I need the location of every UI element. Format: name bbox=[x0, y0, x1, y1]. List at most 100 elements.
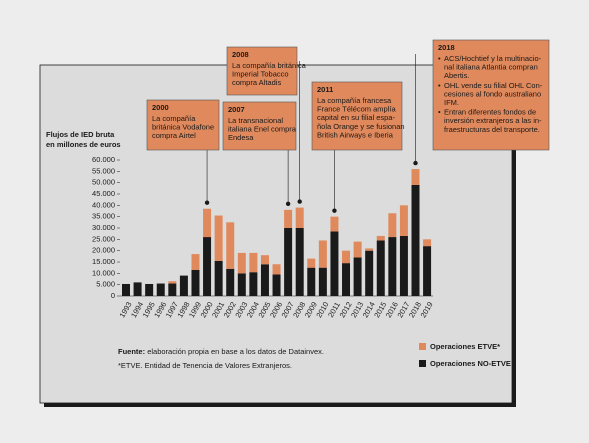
annotation-box bbox=[222, 101, 297, 151]
annotation-text: Abertis. bbox=[444, 71, 469, 80]
bar-segment bbox=[237, 273, 246, 296]
annotation-box bbox=[226, 46, 298, 96]
bullet: • bbox=[438, 54, 441, 63]
bar-segment bbox=[411, 169, 420, 185]
bar-segment bbox=[365, 248, 374, 251]
bar-segment bbox=[168, 283, 177, 296]
annotation-text: France Télécom amplía bbox=[317, 105, 396, 114]
annotation-year: 2011 bbox=[317, 85, 333, 94]
annotation-text: La transnacional bbox=[228, 116, 283, 125]
bar-segment bbox=[399, 205, 408, 236]
source-text: elaboración propia en base a los datos d… bbox=[147, 347, 324, 356]
y-tick-label: 45.000 bbox=[92, 189, 115, 198]
bar-segment bbox=[318, 240, 327, 268]
annotation-text: IFM. bbox=[444, 98, 459, 107]
bar-segment bbox=[295, 207, 304, 228]
bar-segment bbox=[179, 275, 188, 296]
legend-swatch bbox=[419, 360, 426, 367]
bar-segment bbox=[330, 216, 339, 232]
annotation-text: La compañía francesa bbox=[317, 96, 392, 105]
bar-segment bbox=[249, 272, 258, 296]
bar-segment bbox=[376, 235, 385, 241]
y-tick-label: 35.000 bbox=[92, 212, 115, 221]
annotation-box bbox=[432, 39, 550, 151]
bar-segment bbox=[191, 254, 200, 270]
annotation-box bbox=[146, 99, 220, 151]
leader-dot bbox=[332, 208, 337, 213]
annotation-text: Imperial Tobacco bbox=[232, 70, 289, 79]
annotation-text: fraestructuras del transporte. bbox=[444, 125, 540, 134]
bar-segment bbox=[226, 222, 235, 269]
bar-segment bbox=[272, 274, 281, 296]
bar-segment bbox=[284, 228, 293, 296]
bar-segment bbox=[214, 215, 223, 261]
source-label: Fuente: bbox=[118, 347, 145, 356]
y-tick-label: 0 bbox=[111, 291, 115, 300]
bar-segment bbox=[307, 267, 316, 296]
bar-segment bbox=[353, 257, 362, 296]
annotation-year: 2000 bbox=[152, 103, 169, 112]
leader-dot bbox=[413, 160, 418, 166]
leader-dot bbox=[297, 199, 302, 204]
y-tick-label: 20.000 bbox=[92, 246, 115, 255]
annotation-text: nal italiana Atlantia compran bbox=[444, 63, 538, 72]
annotation-text: inversión extranjeros a las in- bbox=[444, 116, 542, 125]
annotation-text: ñola Orange y se fusionan bbox=[317, 122, 405, 131]
bar-segment bbox=[272, 264, 281, 275]
y-tick-label: 55.000 bbox=[92, 166, 115, 175]
y-tick-label: 25.000 bbox=[92, 234, 115, 243]
legend-label: Operaciones NO-ETVE bbox=[430, 359, 511, 368]
annotation-text: ACS/Hochtief y la multinacio- bbox=[444, 54, 542, 63]
bar-segment bbox=[203, 237, 212, 296]
bar-segment bbox=[388, 237, 397, 296]
y-axis-label: Flujos de IED bruta bbox=[46, 130, 115, 139]
bar-segment bbox=[388, 213, 397, 238]
annotation-text: italiana Enel compra bbox=[228, 125, 297, 134]
bar-segment bbox=[133, 282, 142, 296]
bar-segment bbox=[203, 208, 212, 238]
leader-dot bbox=[204, 200, 210, 205]
bar-segment bbox=[307, 258, 316, 268]
annotation-text: La compañía británica bbox=[232, 61, 307, 70]
annotation-text: británica Vodafone bbox=[152, 123, 214, 132]
y-tick-label: 50.000 bbox=[92, 178, 115, 187]
legend-label: Operaciones ETVE* bbox=[430, 342, 500, 351]
bar-segment bbox=[214, 260, 223, 296]
bar-segment bbox=[260, 264, 269, 296]
y-axis-label: en millones de euros bbox=[46, 140, 121, 149]
y-tick-label: 5.000 bbox=[96, 280, 115, 289]
bar-segment bbox=[318, 267, 327, 296]
leader-dot bbox=[285, 201, 291, 207]
bar-segment bbox=[330, 231, 339, 296]
bar-segment bbox=[237, 252, 246, 274]
annotation-year: 2007 bbox=[228, 105, 245, 114]
bar-segment bbox=[226, 268, 235, 296]
footnote: *ETVE. Entidad de Tenencia de Valores Ex… bbox=[118, 361, 292, 370]
bar-segment bbox=[260, 255, 269, 265]
annotation-text: cesiones al fondo australiano bbox=[444, 89, 541, 98]
bar-segment bbox=[295, 228, 304, 296]
bar-segment bbox=[191, 269, 200, 296]
bar-segment bbox=[423, 239, 432, 247]
y-tick-label: 15.000 bbox=[92, 257, 115, 266]
y-tick-label: 40.000 bbox=[92, 200, 115, 209]
annotation-text: OHL vende su filial OHL Con- bbox=[444, 81, 543, 90]
source: Fuente: elaboración propia en base a los… bbox=[118, 347, 324, 356]
annotation-text: Entran diferentes fondos de bbox=[444, 108, 536, 117]
bar-segment bbox=[376, 240, 385, 296]
bullet: • bbox=[438, 108, 441, 117]
legend-swatch bbox=[419, 343, 426, 350]
annotation-text: British Airways e Iberia bbox=[317, 130, 394, 139]
bar-segment bbox=[399, 235, 408, 296]
y-tick-label: 30.000 bbox=[92, 223, 115, 232]
annotation-text: compra Altadis bbox=[232, 78, 281, 87]
bar-segment bbox=[342, 263, 351, 296]
annotation-text: Endesa bbox=[228, 133, 254, 142]
y-tick-label: 10.000 bbox=[92, 268, 115, 277]
annotation-text: La compañía bbox=[152, 114, 196, 123]
bar-segment bbox=[353, 241, 362, 258]
annotation-year: 2008 bbox=[232, 50, 249, 59]
bar-segment bbox=[122, 283, 130, 296]
bullet: • bbox=[438, 81, 441, 90]
bar-segment bbox=[342, 250, 351, 264]
